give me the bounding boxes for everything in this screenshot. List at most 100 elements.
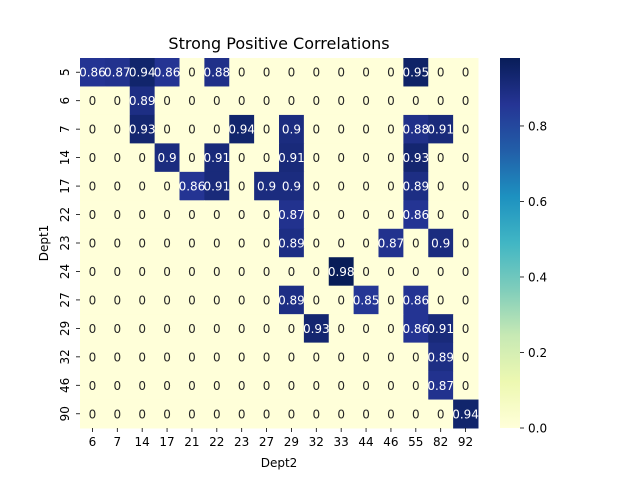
heatmap-cell: [328, 399, 355, 429]
cell-value-label: 0: [337, 322, 345, 336]
heatmap-cell: [279, 171, 305, 201]
heatmap-cell: [229, 114, 255, 144]
heatmap-cell: [204, 86, 230, 116]
heatmap-cell: [204, 114, 230, 144]
heatmap-cell: [204, 228, 230, 258]
cell-value-label: 0: [89, 350, 97, 364]
heatmap-cell: [303, 257, 330, 287]
cell-value-label: 0: [288, 322, 296, 336]
heatmap-cell: [104, 143, 131, 173]
cell-value-label: 0: [387, 322, 395, 336]
cell-value-label: 0: [387, 94, 395, 108]
heatmap-cell: [328, 200, 355, 230]
cell-value-label: 0: [188, 151, 196, 165]
cell-value-label: 0.91: [427, 322, 454, 336]
cell-value-label: 0.86: [402, 208, 429, 222]
heatmap-cell: [353, 58, 379, 87]
cell-value-label: 0: [138, 379, 146, 393]
heatmap-cell: [453, 200, 479, 230]
cell-value-label: 0: [188, 237, 196, 251]
heatmap-cell: [80, 314, 106, 344]
heatmap-cell: [179, 228, 205, 258]
cell-value-label: 0: [188, 208, 196, 222]
cell-value-label: 0: [213, 265, 221, 279]
cell-value-label: 0: [387, 66, 395, 80]
cell-value-label: 0: [113, 322, 121, 336]
heatmap-cell: [229, 86, 255, 116]
x-tick-label: 14: [135, 435, 150, 449]
heatmap-cell: [303, 58, 330, 87]
cell-value-label: 0: [163, 379, 171, 393]
heatmap-cell: [129, 314, 156, 344]
cell-value-label: 0.88: [402, 123, 429, 137]
heatmap-cell: [378, 171, 404, 201]
heatmap-cell: [303, 171, 330, 201]
y-axis-ticks: 5 6 7 14 17 22 23 24 27 29 32 46 90: [58, 68, 80, 421]
cell-value-label: 0: [213, 322, 221, 336]
cell-value-label: 0: [263, 350, 271, 364]
cell-value-label: 0: [163, 123, 171, 137]
heatmap-cell: [254, 200, 280, 230]
cell-value-label: 0: [437, 151, 445, 165]
heatmap-cell: [179, 342, 205, 372]
heatmap-cell: [229, 228, 255, 258]
heatmap-cell: [353, 257, 379, 287]
heatmap-cell: [229, 342, 255, 372]
heatmap-cell: [428, 257, 454, 287]
heatmap-cell: [104, 58, 131, 87]
heatmap-cell: [279, 399, 305, 429]
cell-value-label: 0: [312, 407, 320, 421]
cell-value-label: 0.9: [257, 180, 276, 194]
heatmap-cell: [179, 86, 205, 116]
cell-value-label: 0: [113, 379, 121, 393]
cell-value-label: 0: [437, 407, 445, 421]
cell-value-label: 0: [263, 293, 271, 307]
cell-value-label: 0.89: [402, 180, 429, 194]
heatmap-cell: [378, 143, 404, 173]
cell-value-label: 0: [163, 94, 171, 108]
cell-value-label: 0: [163, 322, 171, 336]
heatmap-cell: [378, 371, 404, 401]
cell-value-label: 0: [312, 66, 320, 80]
heatmap-cell: [254, 342, 280, 372]
x-tick-label: 44: [358, 435, 373, 449]
cell-value-label: 0: [188, 265, 196, 279]
heatmap-cell: [80, 399, 106, 429]
heatmap-cell: [129, 143, 156, 173]
cell-value-label: 0: [89, 180, 97, 194]
cell-value-label: 0: [437, 180, 445, 194]
heatmap-cell: [104, 86, 131, 116]
heatmap-cell: [104, 314, 131, 344]
cell-value-label: 0: [263, 265, 271, 279]
cell-value-label: 0: [113, 407, 121, 421]
cell-value-label: 0: [113, 208, 121, 222]
cell-value-label: 0: [163, 407, 171, 421]
y-tick-label: 29: [58, 321, 72, 336]
cell-value-label: 0: [312, 151, 320, 165]
heatmap-cell: [403, 257, 429, 287]
heatmap-cell: [378, 86, 404, 116]
cell-value-label: 0: [213, 237, 221, 251]
y-tick-label: 6: [58, 97, 72, 105]
cell-value-label: 0: [462, 123, 470, 137]
heatmap-cell: [428, 86, 454, 116]
heatmap-cell: [303, 114, 330, 144]
heatmap-cell: [80, 257, 106, 287]
cell-value-label: 0: [213, 407, 221, 421]
cell-value-label: 0: [263, 322, 271, 336]
heatmap-cell: [403, 285, 429, 315]
heatmap-cell: [403, 86, 429, 116]
cell-value-label: 0: [138, 265, 146, 279]
x-tick-label: 92: [458, 435, 473, 449]
heatmap-cell: [328, 228, 355, 258]
y-tick-label: 7: [58, 125, 72, 133]
cell-value-label: 0: [387, 180, 395, 194]
heatmap-cell: [154, 171, 180, 201]
cell-value-label: 0: [163, 208, 171, 222]
x-tick-label: 23: [234, 435, 249, 449]
heatmap-cell: [279, 285, 305, 315]
cell-value-label: 0: [238, 407, 246, 421]
heatmap-cell: [204, 257, 230, 287]
heatmap-cell: [353, 228, 379, 258]
